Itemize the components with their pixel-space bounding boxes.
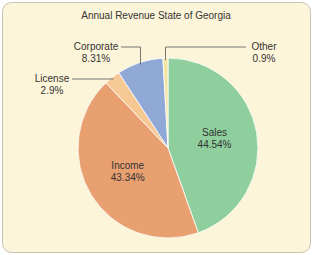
data-label: 0.9% xyxy=(253,53,276,64)
leader-line xyxy=(72,79,113,80)
chart-svg: Annual Revenue State of Georgia Sales44.5… xyxy=(0,0,313,255)
slice-category-label: Income xyxy=(111,160,144,171)
leader-line xyxy=(121,47,141,64)
pie-slice xyxy=(163,58,168,148)
slice-category-label: License xyxy=(35,73,70,84)
data-label: 8.31% xyxy=(82,53,110,64)
data-label: 43.34% xyxy=(111,172,145,183)
pie-group xyxy=(78,58,258,238)
data-label: 2.9% xyxy=(41,85,64,96)
leader-line xyxy=(166,47,246,60)
data-label: 44.54% xyxy=(198,139,232,150)
chart-title: Annual Revenue State of Georgia xyxy=(81,10,231,21)
slice-category-label: Corporate xyxy=(74,41,119,52)
slice-category-label: Other xyxy=(251,41,277,52)
panel-background xyxy=(3,3,311,253)
pie-slice xyxy=(119,58,168,148)
slice-category-label: Sales xyxy=(202,127,227,138)
